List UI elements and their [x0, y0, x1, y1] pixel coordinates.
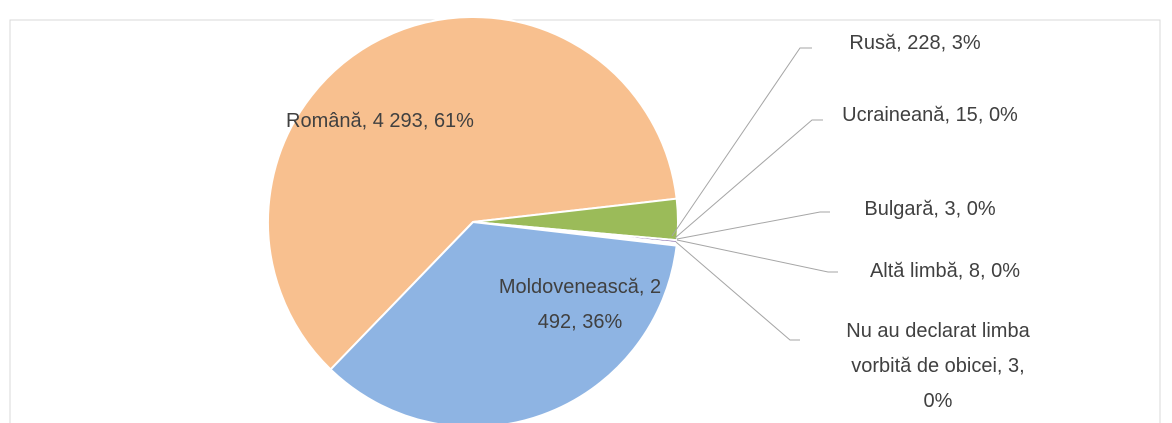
label-part: 2 492 — [537, 276, 662, 333]
label-part: 0% — [991, 260, 1021, 282]
label-part: 36% — [582, 311, 623, 333]
label-part: 228 — [907, 32, 941, 54]
label-part: Moldovenească — [498, 276, 639, 298]
label-part: Ucraineană — [842, 104, 945, 126]
chart-frame — [9, 19, 1161, 423]
leader-line — [675, 241, 800, 341]
label-part: 0% — [923, 390, 953, 412]
label-part: 61% — [433, 110, 474, 132]
data-label: Bulgară, 3, 0% — [864, 198, 996, 220]
label-part: 15 — [955, 104, 978, 126]
leader-line — [674, 119, 823, 239]
label-part: Română — [286, 110, 362, 132]
data-label: Română, 4 293, 61% — [286, 110, 474, 132]
label-part: 3 — [1008, 355, 1020, 377]
leader-line — [676, 239, 838, 273]
pie-slice — [267, 16, 678, 371]
label-part: 4 293 — [372, 110, 423, 132]
data-label: Moldovenească, 2 492, 36% — [498, 276, 662, 333]
leader-line — [676, 211, 830, 240]
label-part: Nu au declarat limba vorbită de obicei — [846, 320, 1030, 377]
data-label: Rusă, 228, 3% — [849, 32, 981, 54]
data-label: Nu au declarat limba vorbită de obicei, … — [846, 320, 1030, 412]
data-label: Ucraineană, 15, 0% — [842, 104, 1018, 126]
label-part: 3% — [951, 32, 981, 54]
label-part: 8 — [968, 260, 981, 282]
data-label: Altă limbă, 8, 0% — [869, 260, 1021, 282]
leader-line — [671, 47, 812, 237]
label-part: 3 — [944, 198, 956, 220]
label-part: 0% — [988, 104, 1018, 126]
label-part: Rusă — [849, 32, 897, 54]
label-part: 0% — [966, 198, 996, 220]
pie-slice — [329, 220, 678, 423]
label-part: Altă limbă — [869, 260, 958, 282]
label-part: Bulgară — [864, 198, 934, 220]
